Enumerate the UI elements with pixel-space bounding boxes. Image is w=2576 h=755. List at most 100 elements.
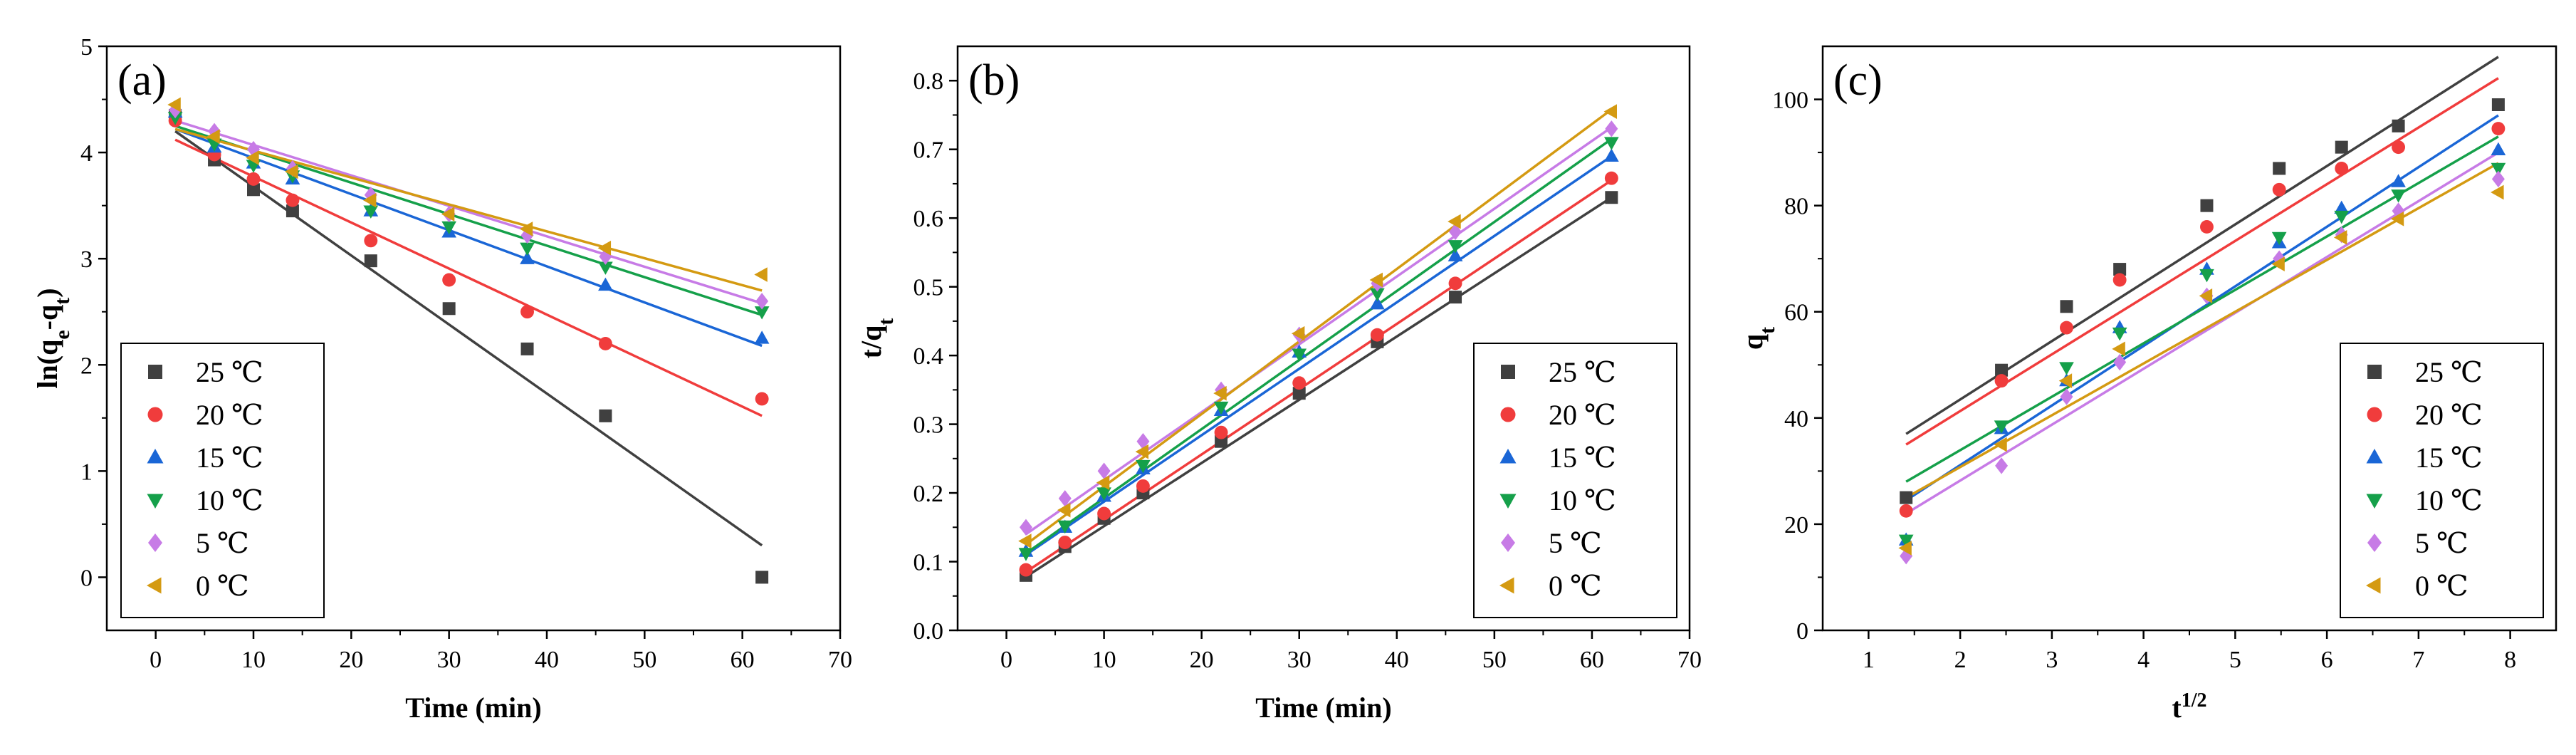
data-point-s5-p4 — [1213, 385, 1227, 401]
data-point-s2-p7 — [1447, 248, 1463, 261]
legend-label-1: 20 ℃ — [1549, 399, 1616, 431]
data-point-s5-p7 — [1447, 214, 1461, 229]
x-tick-label: 30 — [437, 647, 461, 673]
fit-line-5 — [1025, 108, 1613, 546]
fit-line-0 — [174, 130, 763, 547]
fit-line-4 — [1025, 126, 1613, 536]
data-point-s3-p0 — [167, 112, 183, 125]
y-tick-label: 40 — [1784, 406, 1808, 432]
data-point-s3-p8 — [754, 306, 770, 320]
y-tick-label: 0.3 — [913, 412, 944, 439]
data-point-s4-p2 — [2060, 388, 2073, 405]
data-point-s5-p3 — [2112, 341, 2125, 357]
data-point-s1-p8 — [755, 392, 769, 406]
legend-marker-3 — [147, 494, 164, 509]
plot-frame — [105, 45, 842, 632]
data-point-s0-p8 — [1605, 191, 1618, 204]
y-tick-label: 0.0 — [913, 618, 944, 645]
data-point-s4-p8 — [1605, 120, 1618, 137]
x-tick-label: 5 — [2229, 647, 2241, 673]
data-point-s3-p5 — [2271, 231, 2287, 246]
legend-marker-1 — [1500, 407, 1516, 422]
data-point-s0-p7 — [2392, 119, 2405, 132]
data-point-s5-p1 — [206, 129, 220, 145]
x-tick-label: 8 — [2504, 647, 2516, 673]
fit-line-1 — [1025, 179, 1613, 573]
legend-label-2: 15 ℃ — [196, 442, 263, 474]
legend-marker-4 — [148, 533, 162, 552]
y-tick-label: 100 — [1772, 88, 1808, 114]
data-point-s0-p4 — [364, 254, 377, 268]
data-point-s1-p3 — [1136, 479, 1150, 493]
data-point-s3-p5 — [441, 221, 457, 235]
data-point-s2-p7 — [2391, 174, 2406, 187]
data-point-s5-p8 — [754, 267, 768, 282]
data-point-s3-p3 — [1136, 459, 1151, 474]
data-point-s5-p2 — [1096, 475, 1110, 490]
data-point-s4-p8 — [2491, 170, 2505, 188]
legend-marker-3 — [2366, 494, 2383, 509]
data-point-s3-p7 — [2391, 189, 2406, 203]
legend-marker-5 — [1499, 577, 1514, 594]
data-point-s3-p7 — [598, 261, 613, 275]
x-tick-label: 6 — [2321, 647, 2333, 673]
legend-label-4: 5 ℃ — [1549, 527, 1602, 559]
legend-box — [2340, 343, 2544, 618]
data-point-s3-p3 — [2112, 327, 2127, 341]
data-point-s1-p0 — [1019, 563, 1033, 577]
data-point-s0-p3 — [286, 204, 299, 218]
data-point-s1-p5 — [2272, 182, 2286, 197]
legend-label-0: 25 ℃ — [2415, 356, 2483, 388]
fit-line-5 — [174, 127, 763, 292]
legend-label-2: 15 ℃ — [1549, 442, 1616, 474]
data-point-s1-p4 — [2200, 220, 2214, 234]
data-point-s1-p2 — [1097, 506, 1111, 521]
data-point-s3-p2 — [1096, 487, 1111, 501]
legend-label-5: 0 ℃ — [1549, 570, 1602, 602]
legend-marker-2 — [1499, 449, 1517, 464]
data-point-s3-p7 — [1447, 240, 1463, 254]
data-point-s1-p3 — [286, 193, 300, 207]
data-point-s5-p0 — [167, 97, 181, 113]
fit-line-2 — [174, 127, 763, 348]
data-point-s5-p6 — [519, 222, 533, 236]
fit-line-1 — [174, 138, 763, 417]
data-point-s5-p4 — [363, 192, 377, 208]
y-tick-label: 2 — [80, 353, 93, 379]
data-point-s4-p1 — [1058, 490, 1072, 507]
data-point-s2-p7 — [598, 277, 613, 291]
legend-label-5: 0 ℃ — [2415, 570, 2468, 602]
data-point-s1-p7 — [2392, 140, 2405, 155]
data-point-s0-p5 — [1292, 387, 1306, 400]
legend-label-1: 20 ℃ — [2415, 399, 2483, 431]
data-point-s4-p8 — [755, 293, 769, 310]
legend-marker-4 — [1501, 533, 1515, 552]
data-point-s0-p2 — [247, 183, 260, 197]
data-point-s5-p3 — [285, 164, 298, 179]
data-point-s3-p2 — [2059, 362, 2074, 375]
data-point-s1-p3 — [2112, 273, 2127, 287]
legend-marker-0 — [1501, 365, 1515, 379]
y-tick-label: 0.5 — [913, 275, 944, 301]
x-tick-label: 20 — [339, 647, 363, 673]
data-point-s4-p3 — [2113, 353, 2127, 371]
data-point-s1-p1 — [1994, 374, 2009, 388]
fit-line-3 — [1025, 137, 1613, 555]
x-tick-label: 1 — [1863, 647, 1875, 673]
fit-line-0 — [1025, 196, 1613, 578]
x-tick-label: 3 — [2046, 647, 2058, 673]
panel-label: (b) — [968, 56, 1020, 105]
panel-label: (c) — [1833, 56, 1883, 105]
data-point-s0-p7 — [599, 409, 612, 422]
x-axis-title: Time (min) — [1255, 692, 1391, 724]
legend-label-3: 10 ℃ — [196, 484, 263, 516]
fit-line-2 — [1025, 155, 1613, 556]
data-point-s5-p0 — [1018, 533, 1032, 548]
x-tick-label: 7 — [2412, 647, 2424, 673]
legend-box — [1473, 343, 1677, 618]
x-tick-label: 50 — [1482, 647, 1507, 673]
data-point-s5-p1 — [1057, 502, 1071, 518]
data-point-s1-p2 — [246, 172, 261, 186]
